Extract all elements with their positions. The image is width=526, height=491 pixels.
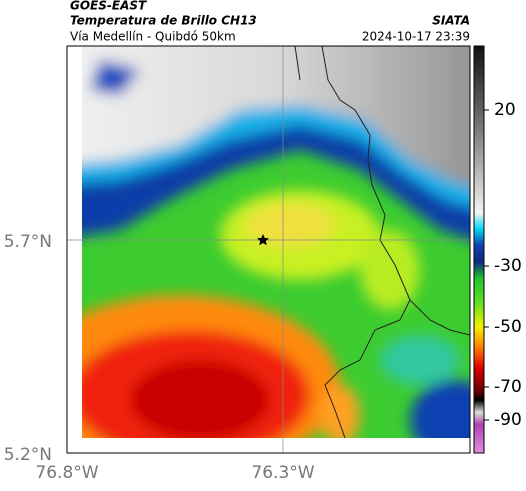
colorbar-ticks: 20 -30 -50 -70 -90 [484, 100, 522, 430]
source: GOES-EAST [70, 0, 147, 13]
title: Temperatura de Brillo CH13 [70, 14, 257, 28]
city-marker [257, 234, 269, 246]
colorbar-tick-label: -70 [494, 377, 522, 397]
lat-label: 5.2°N [4, 445, 52, 465]
agency: SIATA [432, 14, 470, 28]
lon-label: 76.3°W [251, 463, 314, 483]
colorbar-tick-label: 20 [494, 100, 516, 120]
datetime: 2024-10-17 23:39 [362, 30, 470, 44]
temperature-field [82, 46, 470, 438]
lat-label: 5.7°N [4, 232, 52, 252]
subtitle: Vía Medellín - Quibdó 50km [70, 30, 236, 44]
colorbar-tick-label: -90 [494, 410, 522, 430]
map-frame [66, 45, 471, 454]
lon-label: 76.8°W [35, 463, 98, 483]
colorbar-tick-label: -30 [494, 256, 522, 276]
colorbar [473, 45, 485, 454]
colorbar-tick-label: -50 [494, 317, 522, 337]
